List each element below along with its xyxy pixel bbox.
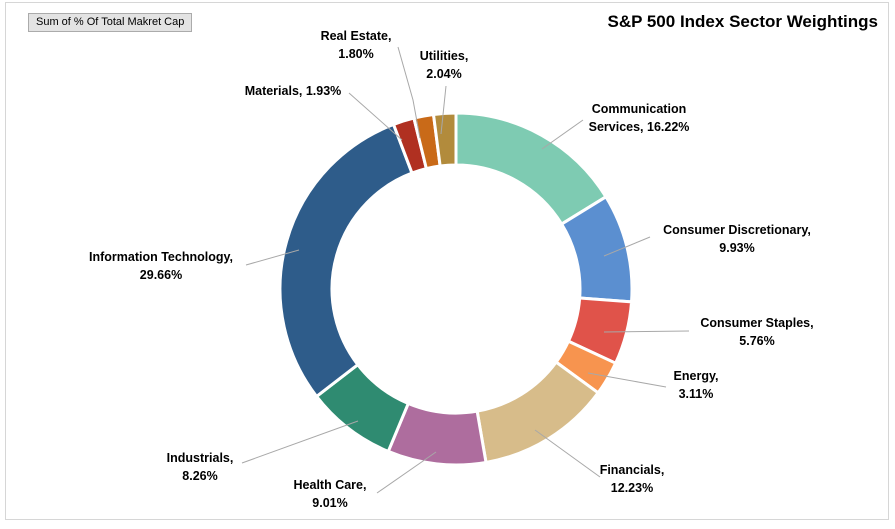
leader-line-utilities [440,85,447,135]
segment-information-technology[interactable] [278,122,414,398]
leader-lines [241,46,690,494]
leader-line-real-estate [397,46,421,139]
segment-communication-services[interactable] [454,111,608,226]
donut-segments [278,111,634,467]
leader-line-financials [534,429,601,478]
leader-line-communication-services [541,119,584,150]
leader-line-materials [348,92,403,141]
leader-line-industrials [241,420,359,464]
leader-line-health-care [376,451,437,494]
leader-line-consumer-staples [603,330,690,333]
pivot-field-button[interactable]: Sum of % Of Total Makret Cap [28,13,193,32]
leader-line-consumer-discretionary [603,236,651,257]
leader-line-information-technology [245,249,300,266]
leader-line-energy [587,372,667,388]
chart-title: S&P 500 Index Sector Weightings [607,12,878,31]
segment-utilities[interactable] [431,111,458,168]
